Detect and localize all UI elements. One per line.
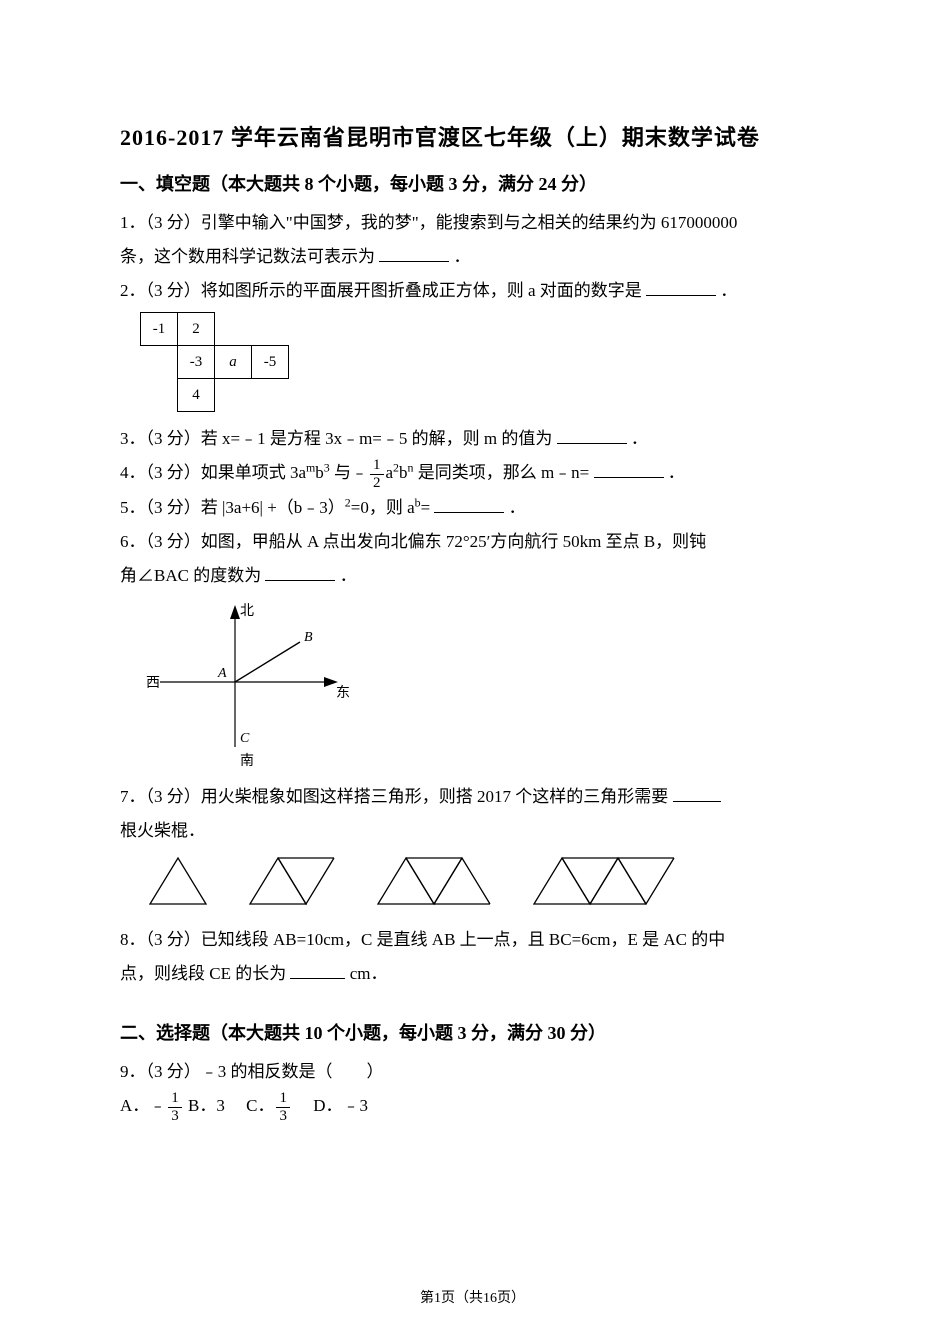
q4-sup-m: m bbox=[306, 460, 315, 474]
q2-blank[interactable] bbox=[646, 278, 716, 296]
q6-a: 6．（3 分）如图，甲船从 A 点出发向北偏东 72°25′方向航行 50km … bbox=[120, 532, 706, 551]
section2-heading: 二、选择题（本大题共 10 个小题，每小题 3 分，满分 30 分） bbox=[120, 1019, 825, 1045]
q2-text: 2．（3 分）将如图所示的平面展开图折叠成正方体，则 a 对面的数字是 bbox=[120, 281, 642, 300]
q9-opt-A-pre[interactable]: A．﹣ bbox=[120, 1096, 166, 1115]
net-empty-0-2 bbox=[215, 313, 252, 346]
q3-period: ． bbox=[631, 429, 648, 448]
net-cell-0-0: -1 bbox=[141, 313, 178, 346]
net-empty-2-0 bbox=[141, 379, 178, 412]
q7-a: 7．（3 分）用火柴棍象如图这样搭三角形，则搭 2017 个这样的三角形需要 bbox=[120, 787, 668, 806]
q5-period: ． bbox=[509, 498, 526, 517]
q5-c: = bbox=[421, 498, 431, 517]
question-4: 4．（3 分）如果单项式 3amb3 与﹣12a2bn 是同类项，那么 m﹣n=… bbox=[120, 456, 825, 491]
question-7: 7．（3 分）用火柴棍象如图这样搭三角形，则搭 2017 个这样的三角形需要 根… bbox=[120, 780, 825, 848]
net-cell-1-1: -3 bbox=[178, 346, 215, 379]
question-3: 3．（3 分）若 x=﹣1 是方程 3x﹣m=﹣5 的解，则 m 的值为 ． bbox=[120, 422, 825, 456]
q4-c: 与﹣ bbox=[330, 463, 368, 482]
q9-C-num: 1 bbox=[276, 1090, 290, 1108]
q7-blank[interactable] bbox=[673, 784, 721, 802]
q9-text: 9．（3 分）﹣3 的相反数是（ ） bbox=[120, 1062, 384, 1081]
q4-blank[interactable] bbox=[594, 460, 664, 478]
q5-b: =0，则 a bbox=[351, 498, 415, 517]
page-title: 2016-2017 学年云南省昆明市官渡区七年级（上）期末数学试卷 bbox=[120, 120, 825, 152]
net-cell-1-3: -5 bbox=[252, 346, 289, 379]
q4-d: a bbox=[386, 463, 394, 482]
compass-B: B bbox=[304, 630, 313, 645]
compass-north: 北 bbox=[240, 603, 254, 619]
q8-a: 8．（3 分）已知线段 AB=10cm，C 是直线 AB 上一点，且 BC=6c… bbox=[120, 930, 725, 949]
net-empty-1-0 bbox=[141, 346, 178, 379]
q6-period: ． bbox=[340, 566, 357, 585]
cube-net: -1 2 -3 a -5 4 bbox=[140, 312, 289, 412]
net-cell-0-1: 2 bbox=[178, 313, 215, 346]
net-empty-2-3 bbox=[252, 379, 289, 412]
net-empty-0-3 bbox=[252, 313, 289, 346]
q4-frac-den: 2 bbox=[370, 475, 384, 492]
q7-b: 根火柴棍． bbox=[120, 821, 205, 840]
q8-blank[interactable] bbox=[290, 961, 345, 979]
q4-e: b bbox=[399, 463, 408, 482]
compass-south: 南 bbox=[240, 753, 254, 769]
page-footer: 第1页（共16页） bbox=[0, 1287, 945, 1307]
section1-heading: 一、填空题（本大题共 8 个小题，每小题 3 分，满分 24 分） bbox=[120, 170, 825, 196]
q5-a: 5．（3 分）若 |3a+6| +（b﹣3） bbox=[120, 498, 345, 517]
q9-opt-C-frac: 13 bbox=[276, 1090, 290, 1124]
question-8: 8．（3 分）已知线段 AB=10cm，C 是直线 AB 上一点，且 BC=6c… bbox=[120, 923, 825, 991]
q9-A-den: 3 bbox=[168, 1108, 182, 1125]
net-empty-2-2 bbox=[215, 379, 252, 412]
question-5: 5．（3 分）若 |3a+6| +（b﹣3）2=0，则 ab= ． bbox=[120, 491, 825, 525]
net-cell-2-1: 4 bbox=[178, 379, 215, 412]
q8-c: cm． bbox=[350, 964, 388, 983]
q3-text: 3．（3 分）若 x=﹣1 是方程 3x﹣m=﹣5 的解，则 m 的值为 bbox=[120, 429, 552, 448]
net-cell-1-2: a bbox=[215, 346, 252, 379]
q4-f: 是同类项，那么 m﹣n= bbox=[413, 463, 589, 482]
q9-opt-C-pre[interactable]: C． bbox=[229, 1096, 274, 1115]
compass-svg: 北 南 东 西 A B C bbox=[140, 597, 350, 772]
q1-period: ． bbox=[454, 247, 471, 266]
question-9: 9．（3 分）﹣3 的相反数是（ ） bbox=[120, 1055, 825, 1089]
q4-a: 4．（3 分）如果单项式 3a bbox=[120, 463, 306, 482]
triangles-svg bbox=[140, 852, 700, 910]
triangle-figures bbox=[140, 852, 825, 915]
q9-C-den: 3 bbox=[276, 1108, 290, 1125]
q9-opt-B[interactable]: B．3 bbox=[188, 1096, 225, 1115]
q2-period: ． bbox=[720, 281, 737, 300]
q3-blank[interactable] bbox=[557, 426, 627, 444]
q6-blank[interactable] bbox=[265, 563, 335, 581]
q9-opt-D[interactable]: D．﹣3 bbox=[296, 1096, 368, 1115]
compass-A: A bbox=[217, 666, 227, 681]
q4-frac: 12 bbox=[370, 457, 384, 491]
question-2: 2．（3 分）将如图所示的平面展开图折叠成正方体，则 a 对面的数字是 ． bbox=[120, 274, 825, 308]
q6-b: 角∠BAC 的度数为 bbox=[120, 566, 261, 585]
q4-b: b bbox=[315, 463, 324, 482]
compass-west: 西 bbox=[146, 676, 160, 691]
q9-options: A．﹣13 B．3 C．13 D．﹣3 bbox=[120, 1089, 825, 1124]
compass-east: 东 bbox=[336, 685, 350, 701]
q9-opt-A-frac: 13 bbox=[168, 1090, 182, 1124]
q4-period: ． bbox=[668, 463, 685, 482]
exam-page: 2016-2017 学年云南省昆明市官渡区七年级（上）期末数学试卷 一、填空题（… bbox=[0, 0, 945, 1337]
q9-A-num: 1 bbox=[168, 1090, 182, 1108]
question-1: 1．（3 分）引擎中输入"中国梦，我的梦"，能搜索到与之相关的结果约为 6170… bbox=[120, 206, 825, 274]
q1-blank[interactable] bbox=[379, 244, 449, 262]
compass-diagram: 北 南 东 西 A B C bbox=[140, 597, 825, 772]
q5-blank[interactable] bbox=[434, 495, 504, 513]
q4-frac-num: 1 bbox=[370, 457, 384, 475]
compass-C: C bbox=[240, 731, 250, 746]
question-6: 6．（3 分）如图，甲船从 A 点出发向北偏东 72°25′方向航行 50km … bbox=[120, 525, 825, 593]
q1-text-a: 1．（3 分）引擎中输入"中国梦，我的梦"，能搜索到与之相关的结果约为 6170… bbox=[120, 213, 737, 232]
q8-b: 点，则线段 CE 的长为 bbox=[120, 964, 286, 983]
q1-text-b: 条，这个数用科学记数法可表示为 bbox=[120, 247, 375, 266]
